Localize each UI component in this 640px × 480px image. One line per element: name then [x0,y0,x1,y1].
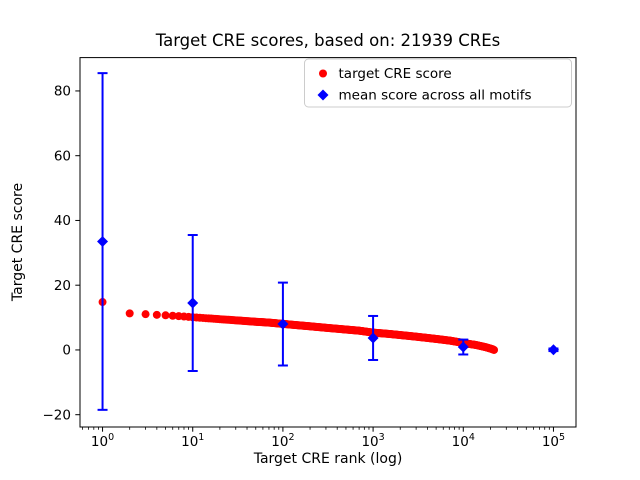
x-tick-label: 105 [542,432,565,450]
target-score-point [125,309,134,318]
mean-score-diamond [187,297,199,309]
mean-score-diamond [457,341,469,353]
target-score-point [141,310,150,319]
legend: target CRE score mean score across all mo… [304,58,572,108]
y-axis-label: Target CRE score [10,183,26,302]
legend-frame [304,58,572,108]
mean-score-diamond [97,235,109,247]
y-tick-label: 60 [54,148,71,164]
target-score-point [161,311,170,320]
y-tick-label: 20 [54,278,71,294]
legend-label: target CRE score [339,66,452,82]
mean-score-diamond [547,344,559,356]
x-tick-label: 100 [91,432,114,450]
axes-frame [79,57,577,428]
y-tick-label: −20 [43,407,72,423]
y-tick-label: 80 [54,84,71,100]
y-tick-label: 0 [62,343,71,359]
x-tick-label: 101 [181,432,204,450]
x-tick-label: 103 [361,432,384,450]
target-score-point [168,311,177,320]
mean-score-markers [97,235,559,356]
y-tick-label: 40 [54,213,71,229]
legend-marker-circle [319,69,327,78]
target-score-point [152,310,161,319]
plot-area: 100 101 102 103 104 105 −20 0 20 40 60 80 target CRE… [43,57,577,450]
legend-marker-diamond [317,89,329,101]
x-tick-label: 102 [271,432,294,450]
x-axis-label: Target CRE rank (log) [253,451,403,467]
legend-label: mean score across all motifs [339,88,532,104]
x-axis: 100 101 102 103 104 105 [82,427,565,450]
mean-score-diamond [277,318,289,330]
mean-score-diamond [367,332,379,344]
target-score-point [490,345,499,354]
x-tick-label: 104 [452,432,475,450]
y-axis: −20 0 20 40 60 80 [43,84,80,423]
plot-background [80,57,576,427]
chart-title: Target CRE scores, based on: 21939 CREs [155,31,501,50]
